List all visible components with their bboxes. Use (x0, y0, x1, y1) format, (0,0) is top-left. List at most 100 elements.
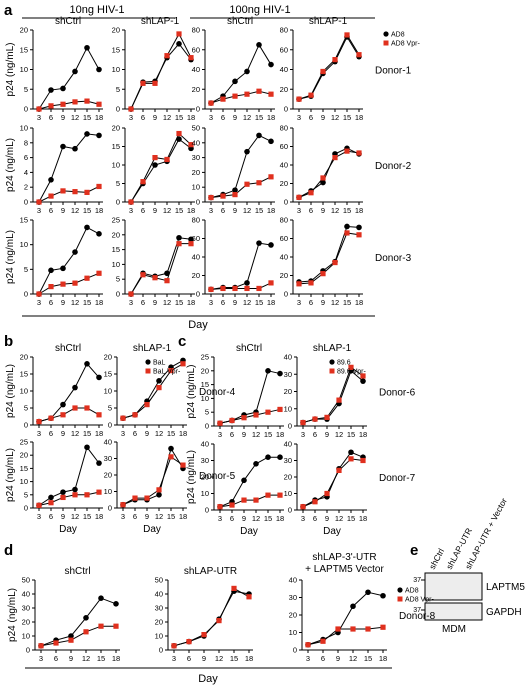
data-point (84, 275, 90, 281)
data-point (180, 462, 186, 468)
x-tick-label: 3 (209, 113, 213, 122)
x-tick-label: 12 (155, 512, 163, 521)
data-point (241, 497, 247, 503)
panel-letter-a: a (4, 2, 13, 19)
x-tick-label: 3 (172, 654, 176, 663)
data-point (164, 270, 170, 277)
legend-marker (329, 368, 335, 374)
x-tick-label: 3 (301, 514, 305, 523)
y-tick-label: 30 (289, 593, 297, 602)
chart-a9: 0 5 10 15 3 6 9 12 15 18 p24 (ng/mL) (5, 216, 103, 308)
donor-label: Donor-4 (199, 387, 236, 398)
y-tick-label: 80 (280, 124, 288, 133)
y-axis-label: p24 (ng/mL) (5, 230, 16, 284)
data-point (128, 291, 134, 297)
x-tick-label: 12 (252, 514, 260, 523)
data-point (96, 183, 102, 190)
panel-letter-b: b (4, 333, 13, 350)
y-tick-label: 20 (22, 618, 30, 627)
data-point (344, 148, 350, 154)
x-tick-label: 3 (301, 430, 305, 439)
x-tick-label: 15 (175, 113, 183, 122)
donor-label: Donor-7 (379, 473, 416, 484)
data-point (356, 150, 362, 156)
x-axis-label: Day (143, 524, 161, 535)
data-point (84, 405, 90, 411)
chart-a12: 0 20 40 60 80 3 6 9 12 15 18 Donor-3 (280, 216, 412, 308)
data-point (253, 461, 259, 467)
data-point (308, 280, 314, 286)
x-tick-label: 3 (121, 512, 125, 521)
x-tick-label: 12 (71, 298, 79, 307)
x-tick-label: 18 (245, 654, 253, 663)
donor-label: Donor-2 (375, 161, 412, 172)
y-tick-label: 80 (280, 216, 288, 225)
data-point (84, 224, 90, 231)
data-point (356, 224, 362, 231)
x-tick-label: 3 (297, 206, 301, 215)
x-tick-label: 6 (321, 654, 325, 663)
x-tick-label: 6 (49, 113, 53, 122)
y-tick-label: 0 (196, 198, 200, 207)
x-tick-label: 9 (153, 206, 157, 215)
x-tick-label: 9 (153, 298, 157, 307)
data-point (156, 385, 162, 391)
y-tick-label: 20 (201, 473, 209, 482)
data-point (365, 626, 371, 632)
legend-marker (383, 40, 389, 46)
y-tick-label: 0 (293, 646, 297, 655)
y-tick-label: 50 (192, 124, 200, 133)
chart-title: shLAP-UTR (184, 566, 237, 577)
series-line (38, 407, 100, 423)
y-tick-label: 15 (20, 464, 28, 473)
data-point (320, 271, 326, 277)
x-tick-label: 6 (141, 206, 145, 215)
data-point (60, 101, 66, 107)
data-point (265, 454, 271, 461)
data-point (68, 633, 74, 639)
y-tick-label: 5 (205, 408, 209, 417)
data-point (128, 106, 134, 112)
y-tick-label: 15 (201, 380, 209, 389)
data-point (256, 180, 262, 186)
y-tick-label: 5 (24, 265, 28, 274)
data-point (60, 188, 66, 194)
x-tick-label: 6 (133, 429, 137, 438)
x-tick-label: 12 (71, 512, 79, 521)
series-line (130, 138, 192, 203)
y-tick-label: 5 (116, 179, 120, 188)
chart-d2: 0 10 20 30 40 50 3 6 9 12 15 18 shLAP-UTR (155, 566, 254, 663)
data-point (229, 502, 235, 508)
series-line (298, 225, 360, 283)
x-tick-label: 6 (230, 430, 234, 439)
x-tick-label: 15 (83, 206, 91, 215)
data-point (156, 487, 162, 493)
data-point (72, 486, 78, 493)
data-point (168, 445, 174, 452)
series-line (210, 90, 272, 104)
y-axis-label: p24 (ng/mL) (5, 43, 16, 97)
x-tick-label: 3 (297, 113, 301, 122)
y-tick-label: 30 (201, 456, 209, 465)
data-point (344, 230, 350, 236)
y-tick-label: 40 (192, 65, 200, 74)
y-tick-label: 40 (284, 353, 292, 362)
y-tick-label: 25 (201, 353, 209, 362)
data-point (84, 98, 90, 104)
series-line (38, 446, 100, 506)
y-tick-label: 15 (104, 370, 112, 379)
y-tick-label: 0 (26, 646, 30, 655)
chart-title: shCtrl (64, 566, 90, 577)
y-tick-label: 10 (20, 124, 28, 133)
data-point (120, 502, 126, 508)
data-point (53, 640, 59, 646)
y-tick-label: 30 (104, 454, 112, 463)
y-tick-label: 30 (192, 153, 200, 162)
data-point (96, 412, 102, 418)
data-point (84, 44, 90, 51)
data-point (320, 175, 326, 181)
x-tick-label: 6 (187, 654, 191, 663)
x-tick-label: 9 (61, 113, 65, 122)
